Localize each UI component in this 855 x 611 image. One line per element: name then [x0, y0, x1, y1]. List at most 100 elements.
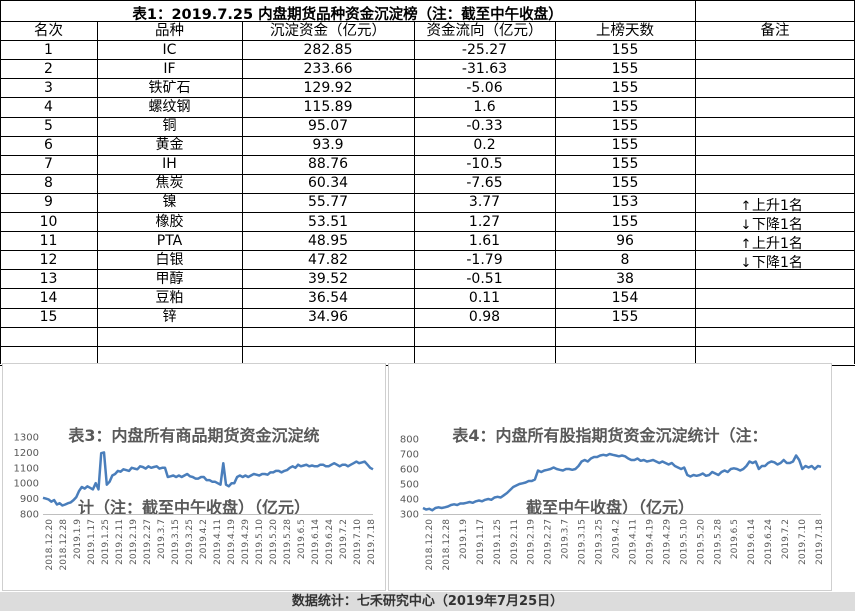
- x-tick-label: 2019.6.14: [311, 519, 321, 565]
- remark-cell: ↓下降1名: [740, 252, 803, 272]
- column-header: 名次: [34, 22, 63, 39]
- rank-cell: 11: [39, 232, 58, 249]
- product-cell: 黄金: [155, 137, 184, 154]
- settled-funds-cell: 47.82: [307, 251, 349, 268]
- rank-cell: 3: [44, 79, 53, 96]
- days-on-list-cell: 8: [620, 251, 630, 268]
- x-tick-label: 2019.1.9: [459, 519, 469, 559]
- chart-title-line-2: 截至中午收盘）（亿元）: [525, 498, 694, 517]
- settled-funds-cell: 55.77: [307, 194, 349, 211]
- fund-flow-cell: -0.33: [466, 118, 503, 134]
- rank-cell: 4: [44, 98, 53, 115]
- settled-funds-cell: 115.89: [303, 98, 353, 115]
- chart-title-line-2: 计（注：截至中午收盘）（亿元）: [77, 498, 310, 517]
- x-tick-label: 2019.5.20: [269, 519, 279, 565]
- rank-cell: 6: [44, 137, 53, 154]
- x-tick-label: 2019.7.10: [353, 519, 363, 565]
- product-cell: 镍: [162, 194, 177, 211]
- fund-flow-cell: -5.06: [466, 79, 503, 96]
- days-on-list-cell: 155: [611, 60, 639, 77]
- x-tick-label: 2019.7.2: [339, 519, 349, 559]
- chart-title: 表4：内盘所有股指期货资金沉淀统计（注： 截至中午收盘）（亿元）: [389, 376, 831, 568]
- settled-funds-cell: 53.51: [307, 213, 349, 230]
- days-on-list-cell: 155: [611, 213, 639, 230]
- fund-flow-cell: 0.2: [473, 137, 496, 154]
- fund-flow-cell: -0.51: [466, 270, 503, 287]
- settled-funds-cell: 93.9: [312, 137, 344, 154]
- days-on-list-cell: 155: [611, 309, 639, 325]
- line-chart: 300 400 500 600 700 800 2018.12.20 2018.12.28 20…: [400, 435, 825, 571]
- settled-funds-cell: 233.66: [303, 60, 353, 77]
- settled-funds-cell: 48.95: [307, 232, 349, 249]
- arrow-down-icon: ↓: [740, 218, 752, 233]
- series-line: [422, 452, 822, 512]
- remark-text: 下降1名: [752, 217, 803, 233]
- x-tick-label: 2019.6.5: [297, 519, 307, 559]
- column-header: 沉淀资金（亿元）: [270, 22, 386, 39]
- remark-cell: ↑上升1名: [740, 195, 803, 215]
- product-cell: IC: [162, 41, 177, 58]
- x-tick-label: 2019.1.17: [87, 519, 97, 565]
- rank-cell: 7: [44, 156, 53, 173]
- fund-flow-cell: -10.5: [466, 156, 503, 173]
- settled-funds-cell: 95.07: [307, 118, 349, 134]
- y-tick-label: 600: [400, 465, 419, 476]
- y-tick-label: 300: [400, 510, 419, 521]
- product-cell: 白银: [155, 251, 184, 268]
- settled-funds-cell: 39.52: [307, 270, 349, 287]
- x-tick-label: 2019.2.19: [527, 519, 537, 565]
- y-tick-label: 1200: [14, 448, 39, 459]
- x-tick-label: 2019.6.5: [730, 519, 740, 559]
- settled-funds-cell: 60.34: [307, 175, 349, 192]
- x-tick-label: 2019.2.27: [143, 519, 153, 565]
- product-cell: 螺纹钢: [148, 98, 191, 115]
- days-on-list-cell: 153: [611, 194, 639, 211]
- settled-funds-cell: 129.92: [303, 79, 353, 96]
- days-on-list-cell: 155: [611, 175, 639, 192]
- rank-cell: 2: [44, 60, 53, 77]
- x-tick-label: 2019.2.19: [129, 519, 139, 565]
- x-tick-label: 2019.3.25: [595, 519, 605, 565]
- x-tick-label: 2019.3.15: [578, 519, 588, 565]
- days-on-list-cell: 155: [611, 156, 639, 173]
- x-tick-label: 2019.3.15: [171, 519, 181, 565]
- x-tick-label: 2019.5.28: [713, 519, 723, 565]
- fund-flow-cell: 1.27: [468, 213, 501, 230]
- stock-index-futures-chart: 表4：内盘所有股指期货资金沉淀统计（注： 截至中午收盘）（亿元） 300 400 5…: [389, 364, 831, 590]
- x-tick-label: 2019.1.9: [73, 519, 83, 559]
- x-tick-label: 2019.7.18: [367, 519, 377, 565]
- x-tick-label: 2019.3.7: [157, 519, 167, 559]
- product-cell: PTA: [156, 232, 183, 249]
- x-tick-label: 2019.2.11: [510, 519, 520, 565]
- product-cell: 豆粕: [155, 289, 184, 306]
- product-cell: 橡胶: [155, 213, 184, 230]
- data-source-footer: 数据统计：七禾研究中心（2019年7月25日）: [0, 592, 855, 611]
- x-tick-label: 2019.4.19: [645, 519, 655, 565]
- chart-title-line-1: 表3：内盘所有商品期货资金沉淀统: [68, 426, 320, 445]
- y-tick-label: 500: [400, 480, 419, 491]
- x-tick-label: 2019.4.2: [612, 519, 622, 559]
- column-header: 上榜天数: [596, 22, 654, 39]
- rank-cell: 9: [44, 194, 53, 211]
- remark-cell: ↑上升1名: [740, 233, 803, 253]
- x-tick-label: 2019.1.25: [101, 519, 111, 565]
- fund-flow-cell: -25.27: [461, 41, 508, 58]
- table-title: 表1：2019.7.25 内盘期货品种资金沉淀榜（注：截至中午收盘）: [132, 7, 563, 23]
- x-tick-label: 2019.2.11: [115, 519, 125, 565]
- y-tick-label: 700: [400, 450, 419, 461]
- remark-text: 下降1名: [752, 255, 803, 272]
- rank-cell: 14: [39, 289, 58, 306]
- chart-title-line-1: 表4：内盘所有股指期货资金沉淀统计（注：: [452, 426, 768, 445]
- rank-cell: 15: [39, 309, 58, 325]
- x-tick-label: 2019.4.29: [662, 519, 672, 565]
- arrow-up-icon: ↑: [740, 237, 752, 253]
- x-tick-label: 2019.7.10: [798, 519, 808, 565]
- settled-funds-cell: 36.54: [307, 289, 349, 306]
- x-tick-label: 2019.3.25: [185, 519, 195, 565]
- x-tick-label: 2019.6.14: [747, 519, 757, 565]
- y-tick-label: 1300: [14, 433, 39, 444]
- fund-flow-cell: -1.79: [466, 251, 503, 268]
- y-tick-label: 400: [400, 495, 419, 506]
- days-on-list-cell: 155: [611, 137, 639, 154]
